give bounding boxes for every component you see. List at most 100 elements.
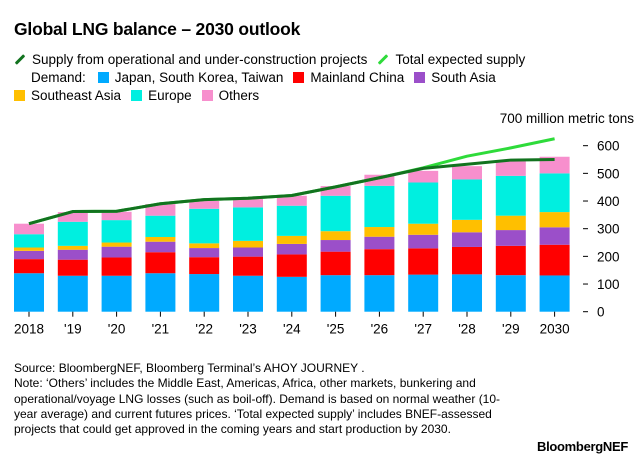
y-tick-label: 100	[597, 277, 620, 292]
bar-segment-southeast-asia	[276, 235, 307, 244]
line-supply-from-operational-and-under-construction-projects	[28, 158, 555, 226]
bar-segment-south-asia	[276, 243, 307, 255]
y-tick-label: 200	[597, 249, 620, 264]
bar-segment-japan-south-korea-taiwan	[452, 274, 482, 312]
note-text: Note: ‘Others’ includes the Middle East,…	[14, 376, 501, 437]
swatch-icon	[14, 90, 25, 101]
y-axis-unit-label: 700 million metric tons	[500, 111, 635, 126]
bar-segment-japan-south-korea-taiwan	[320, 275, 351, 312]
legend-label: Others	[218, 88, 260, 103]
bar-segment-japan-south-korea-taiwan	[408, 274, 439, 312]
bar-segment-europe	[233, 207, 263, 241]
bar-segment-europe	[408, 182, 439, 224]
bar-segment-mainland-china	[539, 244, 570, 276]
bar-segment-europe	[276, 205, 307, 236]
bar-segment-europe	[539, 173, 570, 213]
x-tick-label: '20	[108, 322, 126, 337]
bar-segment-south-asia	[364, 236, 395, 250]
x-tick-label: '29	[502, 322, 520, 337]
bar-segment-japan-south-korea-taiwan	[57, 275, 88, 312]
bar-segment-south-asia	[452, 232, 482, 247]
bar-segment-europe	[320, 195, 351, 232]
bar-segment-japan-south-korea-taiwan	[101, 275, 132, 312]
legend-southeast-asia: Southeast Asia	[14, 88, 121, 103]
legend-label: Europe	[148, 88, 192, 103]
bar-segment-south-asia	[408, 234, 439, 249]
bar-segment-south-asia	[57, 249, 88, 260]
bar-segment-others	[364, 174, 395, 186]
bar-segment-southeast-asia	[539, 212, 570, 228]
legend-label: Total expected supply	[395, 52, 526, 67]
y-tick-label: 500	[597, 166, 620, 181]
legend-others: Others	[201, 88, 260, 103]
legend-demand-label: Demand:	[31, 70, 86, 85]
y-tick-label: 400	[597, 194, 620, 209]
bar-segment-europe	[145, 215, 176, 237]
legend-label: Mainland China	[310, 70, 405, 85]
bar-segment-japan-south-korea-taiwan	[495, 275, 526, 312]
bar-segment-mainland-china	[495, 245, 526, 276]
bar-segment-mainland-china	[189, 257, 220, 275]
bar-segment-southeast-asia	[408, 223, 439, 235]
bar-segment-others	[145, 204, 176, 216]
bar-segment-southeast-asia	[320, 231, 351, 241]
bar-segment-others	[14, 223, 44, 235]
bar-segment-south-asia	[539, 227, 570, 245]
bar-segment-southeast-asia	[233, 240, 263, 248]
bar-segment-mainland-china	[452, 246, 482, 275]
bar-segment-japan-south-korea-taiwan	[189, 274, 220, 312]
bar-segment-southeast-asia	[14, 247, 44, 251]
legend-label: South Asia	[431, 70, 496, 85]
bar-segment-europe	[495, 175, 526, 216]
bar-segment-europe	[452, 179, 482, 220]
bar-segment-south-asia	[320, 240, 351, 252]
swatch-icon	[201, 90, 213, 101]
stacked-bar-chart: 2018 '19 '20 '21 '22 '23 '24 '25 '26 '27 '28 '29 203…	[14, 111, 635, 337]
y-tick-label: 300	[597, 222, 620, 237]
bar-segment-others	[101, 211, 132, 221]
bar-segment-others	[320, 186, 351, 196]
x-tick-label: '21	[152, 322, 170, 337]
bar-segment-others	[276, 195, 307, 206]
x-tick-label: 2030	[540, 322, 570, 337]
bar-segment-southeast-asia	[101, 242, 132, 247]
swatch-icon	[97, 72, 109, 83]
bar-segment-others	[57, 212, 88, 222]
bar-segment-mainland-china	[57, 259, 88, 276]
legend-europe: Europe	[131, 88, 192, 103]
chart-notes: Source: BloombergNEF, Bloomberg Terminal…	[14, 361, 514, 437]
legend-total-supply: Total expected supply	[377, 52, 525, 67]
line-swatch-icon	[14, 54, 26, 65]
swatch-icon	[414, 72, 426, 83]
x-tick-label: '26	[371, 322, 389, 337]
x-tick-label: '25	[327, 322, 345, 337]
x-tick-label: '23	[239, 322, 257, 337]
bar-segment-south-asia	[233, 247, 263, 257]
line-swatch-icon	[378, 54, 389, 65]
legend-supply-row: Supply from operational and under-constr…	[14, 52, 535, 67]
bar-segment-southeast-asia	[364, 227, 395, 237]
bar-segment-others	[452, 166, 482, 180]
legend-south-asia: South Asia	[414, 70, 496, 85]
bar-segment-japan-south-korea-taiwan	[145, 273, 176, 312]
legend-china: Mainland China	[293, 70, 404, 85]
legend-label: Southeast Asia	[31, 88, 122, 103]
x-tick-label: '24	[283, 322, 301, 337]
bar-segment-mainland-china	[233, 256, 263, 276]
legend-demand-row-2: Southeast Asia Europe Others	[14, 88, 269, 103]
bar-segment-europe	[57, 221, 88, 246]
x-tick-label: '28	[458, 322, 476, 337]
x-tick-label: 2018	[14, 322, 44, 337]
bar-segment-mainland-china	[276, 254, 307, 277]
bar-segment-others	[495, 161, 526, 176]
bar-segment-europe	[189, 208, 220, 244]
bar-segment-south-asia	[101, 246, 132, 258]
bar-segment-mainland-china	[408, 248, 439, 275]
bar-segment-japan-south-korea-taiwan	[364, 275, 395, 312]
legend-japan: Japan, South Korea, Taiwan	[97, 70, 283, 85]
bar-segment-japan-south-korea-taiwan	[276, 276, 307, 312]
bar-segment-japan-south-korea-taiwan	[539, 275, 570, 312]
y-tick-label: 600	[597, 139, 620, 154]
bar-segment-others	[233, 199, 263, 208]
bar-segment-south-asia	[145, 241, 176, 253]
